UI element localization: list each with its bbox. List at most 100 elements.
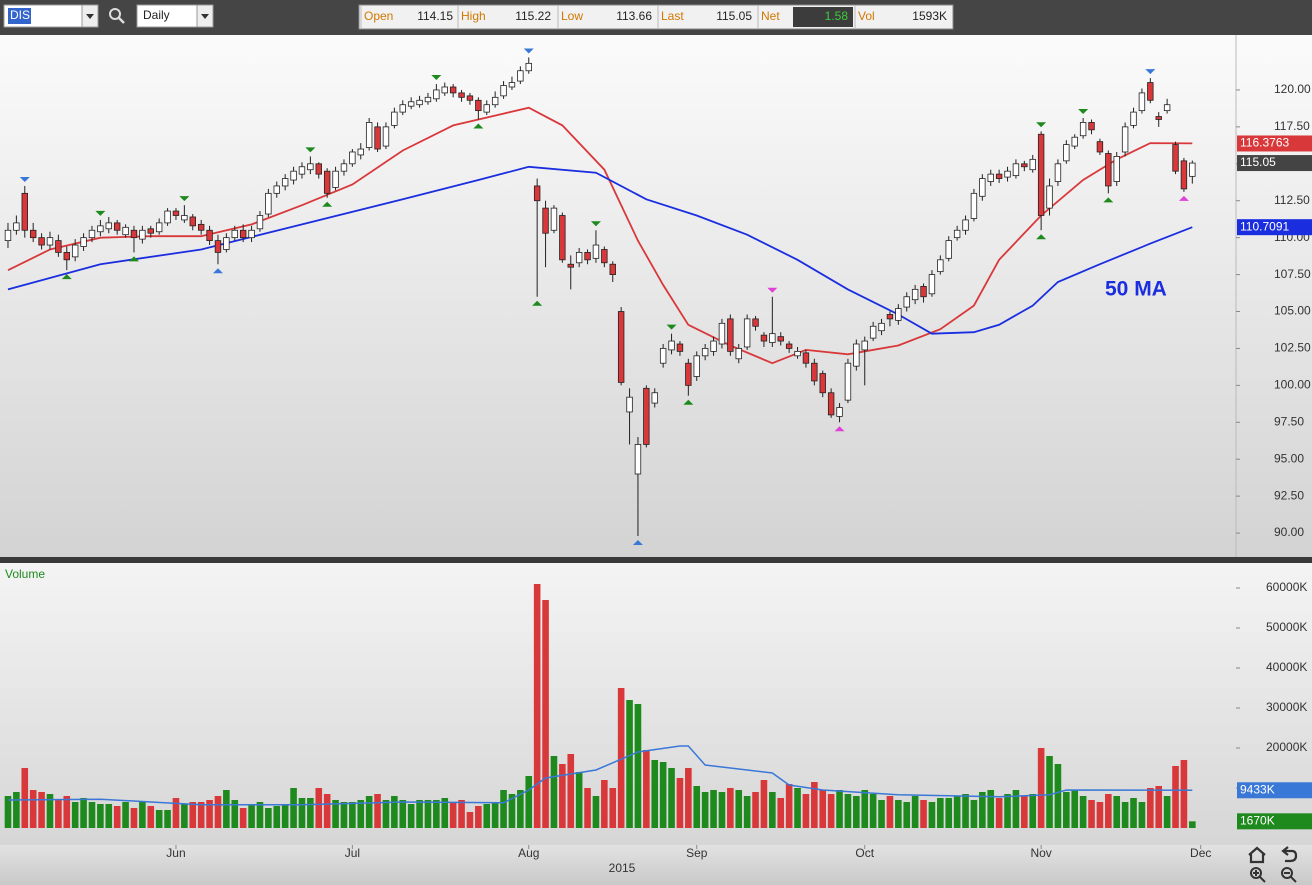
pivot-marker [305, 147, 316, 153]
candles [4, 48, 1196, 546]
candle-body [1063, 144, 1070, 162]
candle-body [181, 215, 188, 221]
quote-label: Open [364, 9, 393, 23]
search-icon[interactable] [109, 8, 121, 20]
pivot-marker [1036, 122, 1047, 128]
volume-bar [1163, 796, 1171, 828]
candle-body [189, 216, 196, 227]
y-tick-label: 97.50 [1274, 414, 1304, 428]
volume-bar [970, 800, 978, 828]
candle-body [777, 336, 784, 342]
candle-body [928, 274, 936, 295]
candle-body [105, 222, 112, 230]
x-axis-panel [0, 845, 1312, 885]
candle-body [273, 185, 280, 194]
candle-body [21, 192, 28, 231]
volume-bar [617, 688, 625, 828]
candle-body [643, 387, 650, 445]
volume-bar [1088, 800, 1095, 828]
volume-bar [1029, 794, 1037, 828]
volume-bar [365, 796, 373, 828]
candle-body [357, 148, 364, 156]
volume-bar [265, 808, 272, 828]
candle-body [903, 296, 910, 308]
volume-bar [130, 808, 138, 828]
ma-annotation: 50 MA [1105, 278, 1167, 301]
volume-bar [466, 812, 474, 828]
y-tick-label: 50000K [1266, 620, 1307, 634]
quote-label: High [461, 9, 486, 23]
candle-body [416, 99, 423, 106]
volume-bar [811, 782, 818, 828]
candle-body [374, 126, 381, 150]
candle-body [63, 252, 70, 261]
candle-body [113, 222, 121, 231]
candle-body [979, 178, 986, 197]
y-tick-label: 20000K [1266, 740, 1307, 754]
volume-bar [727, 788, 734, 828]
zoom-out-icon[interactable] [1281, 867, 1293, 879]
volume-bar [777, 798, 785, 828]
candle-body [1147, 82, 1154, 101]
candle-body [407, 101, 415, 107]
candle-body [584, 252, 591, 261]
home-icon[interactable] [1248, 846, 1266, 864]
quote-value: 1.58 [825, 9, 849, 23]
candle-body [718, 322, 726, 345]
pivot-marker [212, 268, 223, 274]
volume-bar [214, 796, 222, 828]
volume-bar [155, 810, 163, 828]
volume-bar [979, 792, 986, 828]
pivot-marker [1078, 109, 1089, 115]
volume-bar [1021, 796, 1028, 828]
quote-value: 115.05 [716, 9, 752, 23]
volume-bar [416, 800, 423, 828]
candle-body [164, 210, 171, 224]
candle-body [399, 104, 406, 113]
volume-bar [962, 794, 969, 828]
candle-body [71, 244, 79, 258]
candle-body [382, 126, 390, 147]
candle-body [1037, 133, 1045, 216]
dropdown-arrow [86, 14, 94, 19]
candle-body [1079, 122, 1087, 137]
x-tick-label: Jun [166, 846, 185, 860]
volume-bar [550, 756, 558, 828]
candle-body [424, 96, 432, 103]
candle-body [80, 237, 87, 247]
candle-body [315, 163, 322, 175]
candle-body [13, 222, 20, 231]
volume-bar [752, 792, 759, 828]
y-tick-label: 112.50 [1274, 193, 1310, 207]
candle-body [1189, 162, 1196, 177]
candle-body [953, 229, 961, 239]
volume-bar [491, 802, 499, 828]
candle-body [995, 173, 1003, 179]
volume-bar [1012, 790, 1020, 828]
interval: Daily [143, 8, 170, 22]
volume-bar [1113, 796, 1121, 828]
pivot-marker [1145, 69, 1156, 75]
volume-bar [542, 600, 549, 828]
volume-bar [1172, 766, 1179, 828]
volume-bar [769, 792, 776, 828]
candle-body [155, 222, 163, 233]
zoom-in-icon[interactable] [1250, 867, 1262, 879]
volume-bar [735, 790, 743, 828]
candle-body [248, 229, 255, 239]
volume-bar [475, 806, 482, 828]
volume-bar [38, 792, 45, 828]
pivot-marker [473, 123, 484, 129]
candle-body [794, 350, 801, 357]
candle-body [987, 173, 994, 182]
candle-body [391, 111, 398, 126]
x-tick-label: Jul [345, 846, 360, 860]
undo-icon[interactable] [1281, 846, 1298, 863]
volume-bar [1071, 790, 1079, 828]
candle-body [1105, 153, 1112, 187]
volume-bar [1138, 802, 1146, 828]
x-axis-label: 2015 [609, 861, 636, 875]
volume-bar [71, 802, 79, 828]
volume-bar [231, 800, 239, 828]
candle-body [827, 392, 835, 416]
